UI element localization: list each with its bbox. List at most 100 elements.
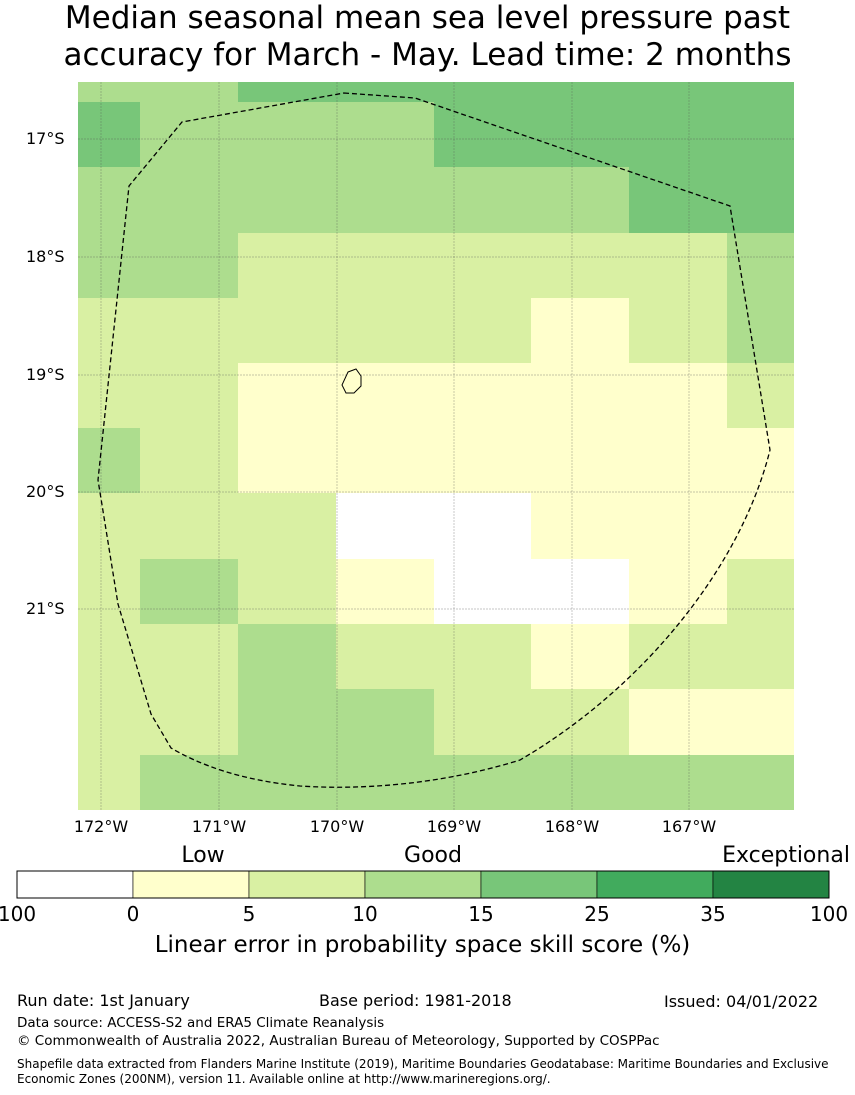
skill-cell bbox=[727, 755, 794, 810]
colorbar bbox=[16, 870, 830, 899]
lon-label-169w: 169°W bbox=[426, 817, 482, 836]
skill-cell bbox=[727, 102, 794, 167]
skill-cell bbox=[336, 428, 434, 493]
skill-cell bbox=[434, 624, 531, 689]
category-exceptional: Exceptional bbox=[722, 843, 850, 868]
skill-cell bbox=[140, 689, 238, 755]
skill-cell bbox=[531, 233, 629, 298]
skill-cell bbox=[531, 82, 629, 102]
lon-label-171w: 171°W bbox=[191, 817, 247, 836]
lon-label-172w: 172°W bbox=[73, 817, 129, 836]
skill-cell bbox=[434, 167, 531, 233]
skill-cell bbox=[629, 428, 727, 493]
cb-tick: 25 bbox=[584, 902, 610, 926]
skill-cell bbox=[434, 363, 531, 428]
colorbar-segment bbox=[132, 870, 250, 899]
skill-cell bbox=[434, 102, 531, 167]
skill-cell bbox=[140, 82, 238, 102]
skill-cell bbox=[140, 233, 238, 298]
colorbar-segment bbox=[364, 870, 482, 899]
skill-cell bbox=[727, 167, 794, 233]
skill-cell bbox=[238, 493, 336, 559]
skill-cell bbox=[238, 363, 336, 428]
skill-cell bbox=[238, 102, 336, 167]
lat-label-17s: 17°S bbox=[26, 129, 65, 148]
skill-cell bbox=[238, 689, 336, 755]
lat-label-20s: 20°S bbox=[26, 482, 65, 501]
cb-tick: 10 bbox=[352, 902, 378, 926]
skill-cell bbox=[140, 363, 238, 428]
skill-cell bbox=[336, 102, 434, 167]
skill-cell bbox=[629, 233, 727, 298]
skill-cell bbox=[434, 298, 531, 363]
skill-cell bbox=[434, 493, 531, 559]
copyright: © Commonwealth of Australia 2022, Austra… bbox=[17, 1033, 660, 1049]
skill-cell bbox=[140, 755, 238, 810]
skill-cell bbox=[629, 624, 727, 689]
skill-cell bbox=[238, 167, 336, 233]
chart-title: Median seasonal mean sea level pressure … bbox=[0, 0, 855, 74]
skill-cell bbox=[78, 755, 140, 810]
skill-cell bbox=[238, 624, 336, 689]
cb-tick: 100 bbox=[0, 902, 37, 926]
skill-cell bbox=[238, 755, 336, 810]
skill-cell bbox=[629, 559, 727, 624]
skill-cell bbox=[434, 82, 531, 102]
skill-cell bbox=[140, 624, 238, 689]
skill-cell bbox=[629, 689, 727, 755]
lat-label-18s: 18°S bbox=[26, 247, 65, 266]
skill-cell bbox=[78, 363, 140, 428]
skill-cell bbox=[629, 363, 727, 428]
skill-cell bbox=[78, 233, 140, 298]
cb-tick: 100 bbox=[809, 902, 849, 926]
skill-cell bbox=[727, 689, 794, 755]
skill-cell bbox=[629, 167, 727, 233]
colorbar-caption: Linear error in probability space skill … bbox=[154, 932, 691, 958]
skill-cell bbox=[78, 82, 140, 102]
skill-cell bbox=[336, 559, 434, 624]
colorbar-segment bbox=[596, 870, 714, 899]
category-low: Low bbox=[181, 843, 225, 868]
skill-cell bbox=[78, 624, 140, 689]
colorbar-segment bbox=[16, 870, 134, 899]
run-date: Run date: 1st January bbox=[17, 991, 190, 1010]
colorbar-segment bbox=[480, 870, 598, 899]
skill-cell bbox=[140, 428, 238, 493]
skill-cell bbox=[78, 428, 140, 493]
skill-cell bbox=[78, 559, 140, 624]
cb-tick: 35 bbox=[700, 902, 726, 926]
skill-grid bbox=[78, 82, 794, 810]
title-line-2: accuracy for March - May. Lead time: 2 m… bbox=[63, 37, 792, 73]
skill-cell bbox=[238, 233, 336, 298]
skill-cell bbox=[629, 298, 727, 363]
skill-cell bbox=[531, 559, 629, 624]
skill-cell bbox=[727, 82, 794, 102]
skill-cell bbox=[78, 298, 140, 363]
skill-cell bbox=[727, 624, 794, 689]
shapefile-note: Shapefile data extracted from Flanders M… bbox=[17, 1057, 829, 1086]
cb-tick: 15 bbox=[468, 902, 494, 926]
category-good: Good bbox=[404, 843, 462, 868]
skill-cell bbox=[727, 428, 794, 493]
skill-cell bbox=[78, 689, 140, 755]
skill-cell bbox=[434, 559, 531, 624]
eez-boundary bbox=[97, 92, 771, 788]
skill-cell bbox=[629, 82, 727, 102]
skill-cell bbox=[727, 559, 794, 624]
lon-label-170w: 170°W bbox=[309, 817, 365, 836]
lat-label-19s: 19°S bbox=[26, 365, 65, 384]
skill-cell bbox=[629, 755, 727, 810]
lon-label-167w: 167°W bbox=[661, 817, 717, 836]
data-source: Data source: ACCESS-S2 and ERA5 Climate … bbox=[17, 1015, 385, 1031]
skill-cell bbox=[238, 559, 336, 624]
skill-cell bbox=[629, 102, 727, 167]
skill-cell bbox=[336, 624, 434, 689]
skill-cell bbox=[434, 233, 531, 298]
colorbar-segment bbox=[248, 870, 366, 899]
skill-cell bbox=[78, 167, 140, 233]
title-line-1: Median seasonal mean sea level pressure … bbox=[64, 0, 791, 36]
skill-cell bbox=[531, 755, 629, 810]
skill-cell bbox=[629, 493, 727, 559]
colorbar-frame bbox=[16, 870, 830, 899]
